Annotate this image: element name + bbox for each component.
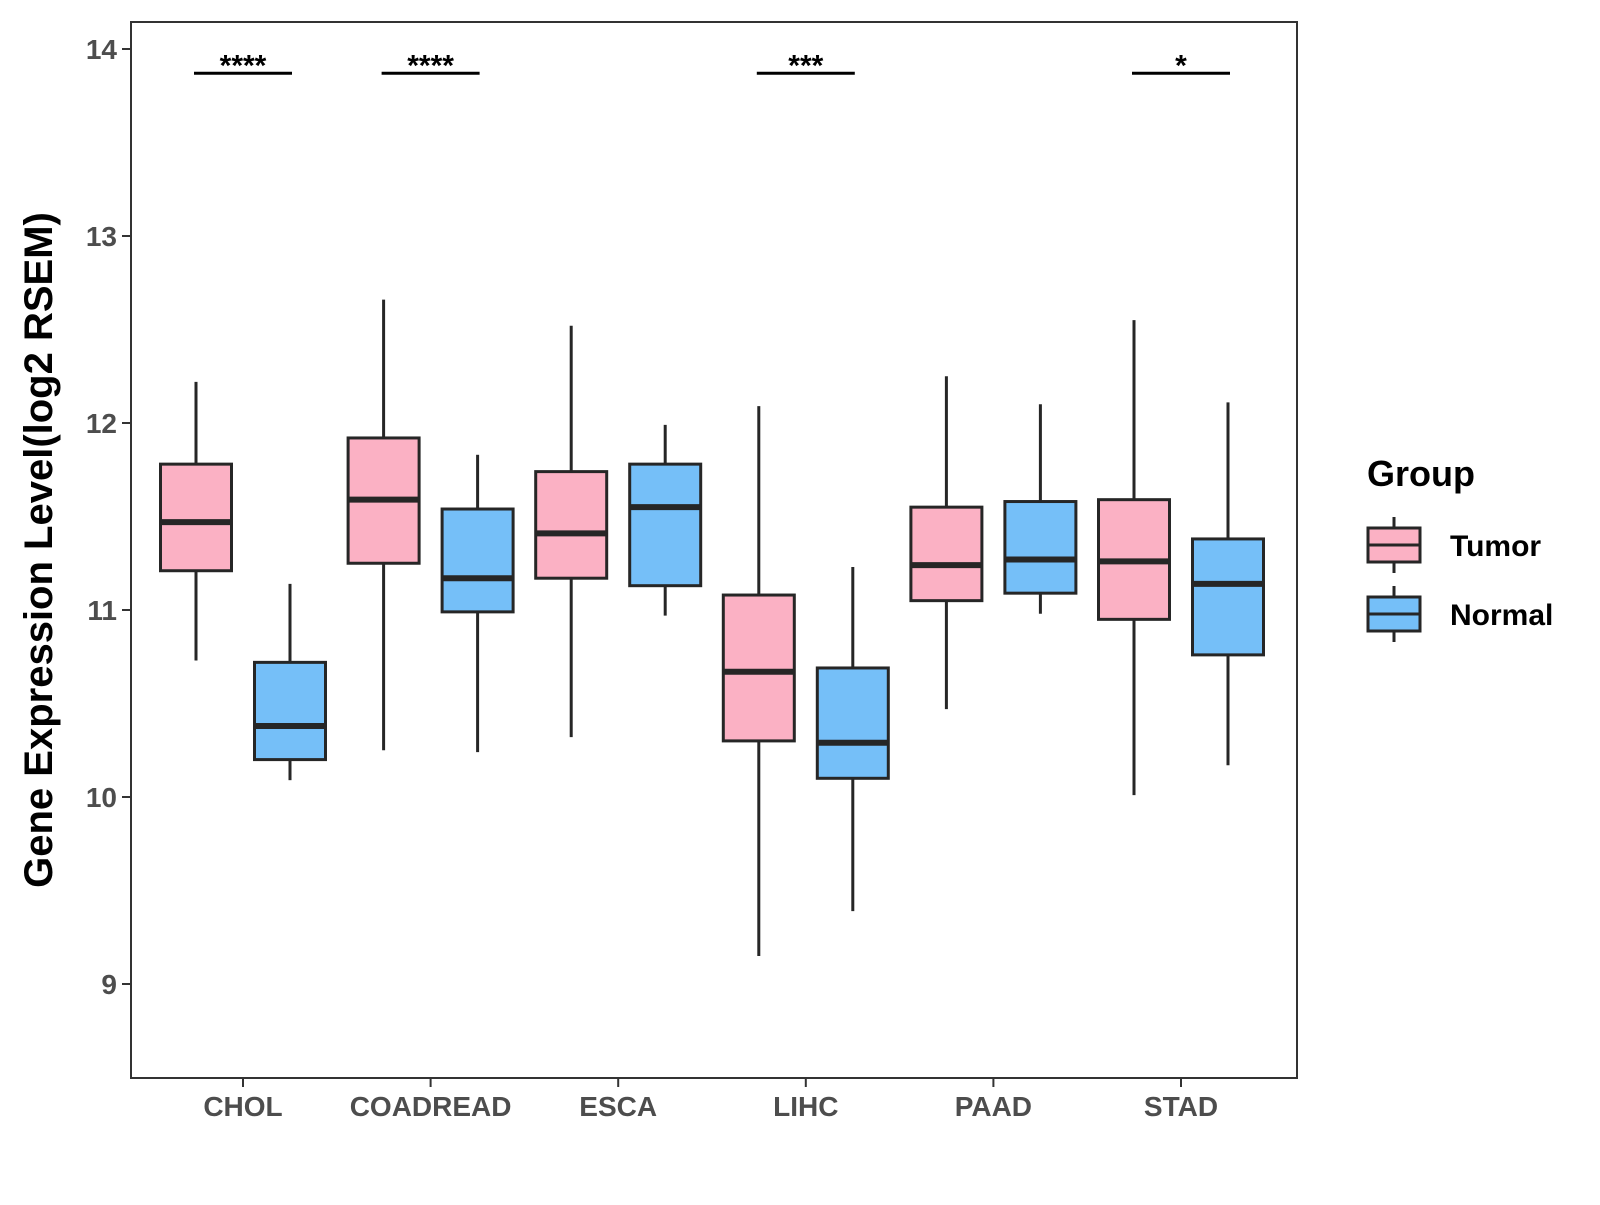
box-body (440, 507, 515, 614)
box-body (1191, 537, 1265, 657)
box-body (815, 666, 890, 780)
y-tick-label: 10 (86, 782, 117, 813)
box-tumor (534, 325, 609, 738)
box-series (159, 299, 1265, 956)
box-body (534, 470, 609, 580)
box-normal (628, 424, 703, 616)
box-tumor (721, 406, 796, 956)
legend-key-normal (1366, 586, 1422, 642)
y-tick-label: 9 (101, 969, 117, 1000)
y-tick-label: 12 (86, 408, 117, 439)
legend: Group Tumor Normal (1366, 453, 1553, 642)
y-axis-title: Gene Expression Level(log2 RSEM) (17, 212, 61, 888)
box-normal (440, 454, 515, 753)
box-body (159, 462, 233, 573)
y-tick-label: 14 (86, 34, 118, 65)
box-body (1003, 500, 1078, 595)
significance-label: *** (788, 49, 823, 82)
box-body (909, 505, 984, 603)
x-tick-label: CHOL (203, 1091, 282, 1122)
box-tumor (346, 299, 421, 751)
significance-annotations: **** **** *** * (194, 49, 1230, 82)
x-tick-label: LIHC (773, 1091, 838, 1122)
y-tick-label: 11 (87, 595, 117, 626)
box-body (721, 593, 796, 743)
y-axis: 9 10 11 12 13 14 (86, 34, 131, 1000)
legend-label: Normal (1450, 599, 1553, 632)
x-tick-label: COADREAD (350, 1091, 512, 1122)
legend-label: Tumor (1450, 530, 1541, 563)
significance-label: **** (220, 49, 267, 82)
box-normal (253, 583, 327, 781)
box-normal (815, 566, 890, 912)
legend-title: Group (1367, 453, 1475, 494)
box-tumor (1097, 320, 1171, 796)
x-tick-label: ESCA (579, 1091, 657, 1122)
x-tick-label: STAD (1144, 1091, 1218, 1122)
y-tick-label: 13 (86, 221, 117, 252)
box-tumor (159, 381, 233, 661)
box-body (628, 462, 703, 588)
legend-key-tumor (1366, 517, 1422, 573)
x-tick-label: PAAD (955, 1091, 1032, 1122)
significance-label: **** (407, 49, 454, 82)
box-normal (1191, 402, 1265, 766)
box-normal (1003, 404, 1078, 614)
box-tumor (909, 376, 984, 710)
box-body (253, 660, 327, 762)
plot-panel-border (130, 21, 1298, 1079)
significance-label: * (1175, 49, 1187, 82)
x-axis: CHOL COADREAD ESCA LIHC PAAD STAD (203, 1078, 1218, 1122)
